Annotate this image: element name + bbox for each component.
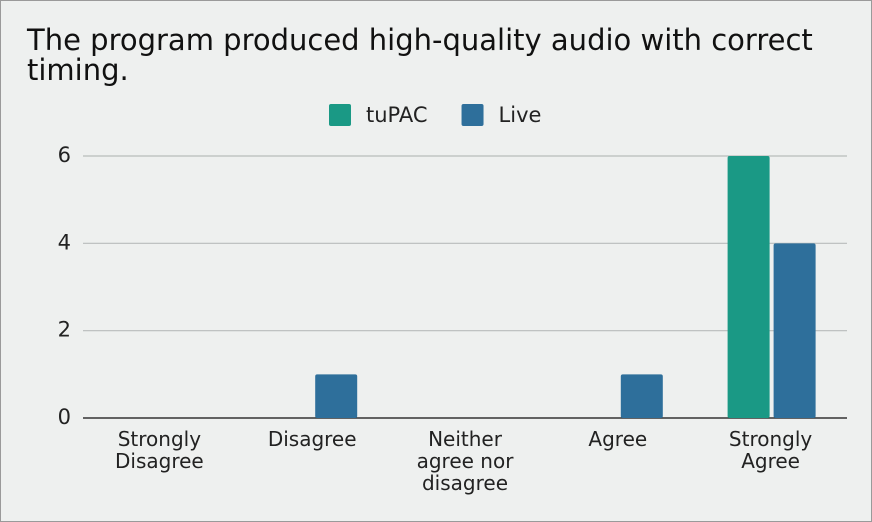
bar bbox=[773, 243, 816, 418]
legend-item: tuPAC bbox=[329, 103, 428, 127]
legend-label: Live bbox=[499, 103, 542, 127]
bar bbox=[727, 156, 770, 418]
bar bbox=[620, 374, 663, 418]
y-tick-label: 6 bbox=[58, 143, 71, 167]
x-tick-label-box: Strongly Agree bbox=[728, 428, 813, 473]
y-tick-label: 2 bbox=[58, 318, 71, 342]
legend-label: tuPAC bbox=[366, 103, 428, 127]
x-tick-label: Disagree bbox=[267, 428, 357, 451]
x-tick-label: Agree bbox=[588, 428, 648, 451]
x-tick-label: Neither agree nor disagree bbox=[416, 428, 514, 495]
legend-swatch bbox=[461, 104, 484, 126]
y-tick-label: 4 bbox=[58, 230, 71, 254]
x-tick-label-box: Disagree bbox=[267, 428, 357, 451]
x-tick-label-box: Neither agree nor disagree bbox=[416, 428, 514, 495]
legend-swatch bbox=[329, 104, 351, 126]
legend-item: Live bbox=[461, 103, 542, 127]
x-tick-label-box: Strongly Disagree bbox=[115, 428, 204, 473]
y-tick-label: 0 bbox=[58, 405, 71, 429]
chart-title: The program produced high-quality audio … bbox=[27, 23, 813, 87]
x-tick-label-box: Agree bbox=[588, 428, 648, 451]
x-tick-label: Strongly Agree bbox=[728, 428, 813, 473]
x-tick-label: Strongly Disagree bbox=[115, 428, 204, 473]
bar bbox=[315, 374, 358, 418]
